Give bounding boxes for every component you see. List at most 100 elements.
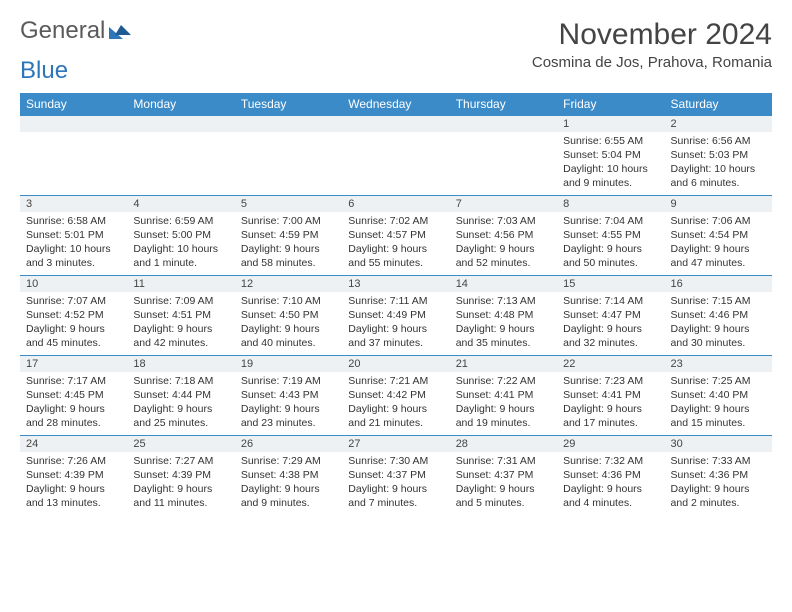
sunset-text: Sunset: 4:36 PM [563, 468, 658, 482]
daylight-text: Daylight: 9 hours and 55 minutes. [348, 242, 443, 270]
day-cell [127, 132, 234, 196]
sunset-text: Sunset: 5:03 PM [671, 148, 766, 162]
sunrise-text: Sunrise: 7:09 AM [133, 294, 228, 308]
sunset-text: Sunset: 4:59 PM [241, 228, 336, 242]
day-cell: Sunrise: 7:06 AMSunset: 4:54 PMDaylight:… [665, 212, 772, 276]
day-cell: Sunrise: 7:23 AMSunset: 4:41 PMDaylight:… [557, 372, 664, 436]
daylight-text: Daylight: 9 hours and 9 minutes. [241, 482, 336, 510]
location: Cosmina de Jos, Prahova, Romania [532, 54, 772, 71]
day-number: 25 [127, 436, 234, 452]
daylight-text: Daylight: 9 hours and 32 minutes. [563, 322, 658, 350]
day-number: 16 [665, 276, 772, 292]
daylight-text: Daylight: 10 hours and 6 minutes. [671, 162, 766, 190]
sunset-text: Sunset: 4:37 PM [456, 468, 551, 482]
day-number-row: 12 [20, 116, 772, 132]
day-content-row: Sunrise: 6:55 AMSunset: 5:04 PMDaylight:… [20, 132, 772, 196]
day-cell: Sunrise: 7:04 AMSunset: 4:55 PMDaylight:… [557, 212, 664, 276]
sunrise-text: Sunrise: 7:04 AM [563, 214, 658, 228]
sunrise-text: Sunrise: 7:02 AM [348, 214, 443, 228]
day-header: Wednesday [342, 93, 449, 116]
sunrise-text: Sunrise: 7:25 AM [671, 374, 766, 388]
day-number: 14 [450, 276, 557, 292]
sunrise-text: Sunrise: 7:31 AM [456, 454, 551, 468]
day-number: 24 [20, 436, 127, 452]
day-cell: Sunrise: 7:30 AMSunset: 4:37 PMDaylight:… [342, 452, 449, 516]
daylight-text: Daylight: 9 hours and 15 minutes. [671, 402, 766, 430]
day-cell: Sunrise: 7:03 AMSunset: 4:56 PMDaylight:… [450, 212, 557, 276]
sunrise-text: Sunrise: 7:07 AM [26, 294, 121, 308]
day-cell: Sunrise: 7:13 AMSunset: 4:48 PMDaylight:… [450, 292, 557, 356]
day-number: 27 [342, 436, 449, 452]
day-cell: Sunrise: 7:32 AMSunset: 4:36 PMDaylight:… [557, 452, 664, 516]
sunrise-text: Sunrise: 7:22 AM [456, 374, 551, 388]
day-number: 19 [235, 356, 342, 372]
day-cell: Sunrise: 7:26 AMSunset: 4:39 PMDaylight:… [20, 452, 127, 516]
sunrise-text: Sunrise: 7:14 AM [563, 294, 658, 308]
sunrise-text: Sunrise: 7:26 AM [26, 454, 121, 468]
day-content-row: Sunrise: 6:58 AMSunset: 5:01 PMDaylight:… [20, 212, 772, 276]
day-cell [342, 132, 449, 196]
daylight-text: Daylight: 9 hours and 50 minutes. [563, 242, 658, 270]
day-number: 4 [127, 196, 234, 212]
daylight-text: Daylight: 9 hours and 58 minutes. [241, 242, 336, 270]
day-cell: Sunrise: 7:07 AMSunset: 4:52 PMDaylight:… [20, 292, 127, 356]
day-header: Saturday [665, 93, 772, 116]
sunset-text: Sunset: 4:38 PM [241, 468, 336, 482]
sunrise-text: Sunrise: 7:27 AM [133, 454, 228, 468]
daylight-text: Daylight: 10 hours and 1 minute. [133, 242, 228, 270]
day-cell: Sunrise: 6:59 AMSunset: 5:00 PMDaylight:… [127, 212, 234, 276]
daylight-text: Daylight: 9 hours and 4 minutes. [563, 482, 658, 510]
sunset-text: Sunset: 4:45 PM [26, 388, 121, 402]
daylight-text: Daylight: 10 hours and 3 minutes. [26, 242, 121, 270]
daylight-text: Daylight: 9 hours and 35 minutes. [456, 322, 551, 350]
day-number: 30 [665, 436, 772, 452]
daylight-text: Daylight: 9 hours and 45 minutes. [26, 322, 121, 350]
day-number [235, 116, 342, 132]
sunrise-text: Sunrise: 7:23 AM [563, 374, 658, 388]
day-cell: Sunrise: 7:09 AMSunset: 4:51 PMDaylight:… [127, 292, 234, 356]
calendar-table: SundayMondayTuesdayWednesdayThursdayFrid… [20, 93, 772, 516]
day-number [127, 116, 234, 132]
daylight-text: Daylight: 10 hours and 9 minutes. [563, 162, 658, 190]
daylight-text: Daylight: 9 hours and 17 minutes. [563, 402, 658, 430]
day-number: 5 [235, 196, 342, 212]
day-cell: Sunrise: 6:58 AMSunset: 5:01 PMDaylight:… [20, 212, 127, 276]
day-number: 10 [20, 276, 127, 292]
sunset-text: Sunset: 4:48 PM [456, 308, 551, 322]
sunset-text: Sunset: 4:41 PM [456, 388, 551, 402]
daylight-text: Daylight: 9 hours and 28 minutes. [26, 402, 121, 430]
day-cell: Sunrise: 7:14 AMSunset: 4:47 PMDaylight:… [557, 292, 664, 356]
day-cell: Sunrise: 7:22 AMSunset: 4:41 PMDaylight:… [450, 372, 557, 436]
sunset-text: Sunset: 4:37 PM [348, 468, 443, 482]
daylight-text: Daylight: 9 hours and 47 minutes. [671, 242, 766, 270]
sunrise-text: Sunrise: 7:19 AM [241, 374, 336, 388]
day-number: 22 [557, 356, 664, 372]
sunset-text: Sunset: 4:55 PM [563, 228, 658, 242]
sunset-text: Sunset: 4:41 PM [563, 388, 658, 402]
sunrise-text: Sunrise: 7:00 AM [241, 214, 336, 228]
day-number: 8 [557, 196, 664, 212]
daylight-text: Daylight: 9 hours and 5 minutes. [456, 482, 551, 510]
day-cell: Sunrise: 7:27 AMSunset: 4:39 PMDaylight:… [127, 452, 234, 516]
sunset-text: Sunset: 4:39 PM [133, 468, 228, 482]
sunrise-text: Sunrise: 7:29 AM [241, 454, 336, 468]
sunset-text: Sunset: 4:36 PM [671, 468, 766, 482]
day-number: 6 [342, 196, 449, 212]
day-number [20, 116, 127, 132]
day-number [342, 116, 449, 132]
day-number: 21 [450, 356, 557, 372]
sunset-text: Sunset: 4:54 PM [671, 228, 766, 242]
sunrise-text: Sunrise: 7:15 AM [671, 294, 766, 308]
sunset-text: Sunset: 4:46 PM [671, 308, 766, 322]
day-number: 26 [235, 436, 342, 452]
day-number: 23 [665, 356, 772, 372]
logo: General [20, 18, 131, 44]
sunrise-text: Sunrise: 7:03 AM [456, 214, 551, 228]
sunrise-text: Sunrise: 7:21 AM [348, 374, 443, 388]
day-number: 28 [450, 436, 557, 452]
day-number [450, 116, 557, 132]
day-cell: Sunrise: 7:18 AMSunset: 4:44 PMDaylight:… [127, 372, 234, 436]
day-cell: Sunrise: 7:33 AMSunset: 4:36 PMDaylight:… [665, 452, 772, 516]
day-number: 3 [20, 196, 127, 212]
sunset-text: Sunset: 4:42 PM [348, 388, 443, 402]
